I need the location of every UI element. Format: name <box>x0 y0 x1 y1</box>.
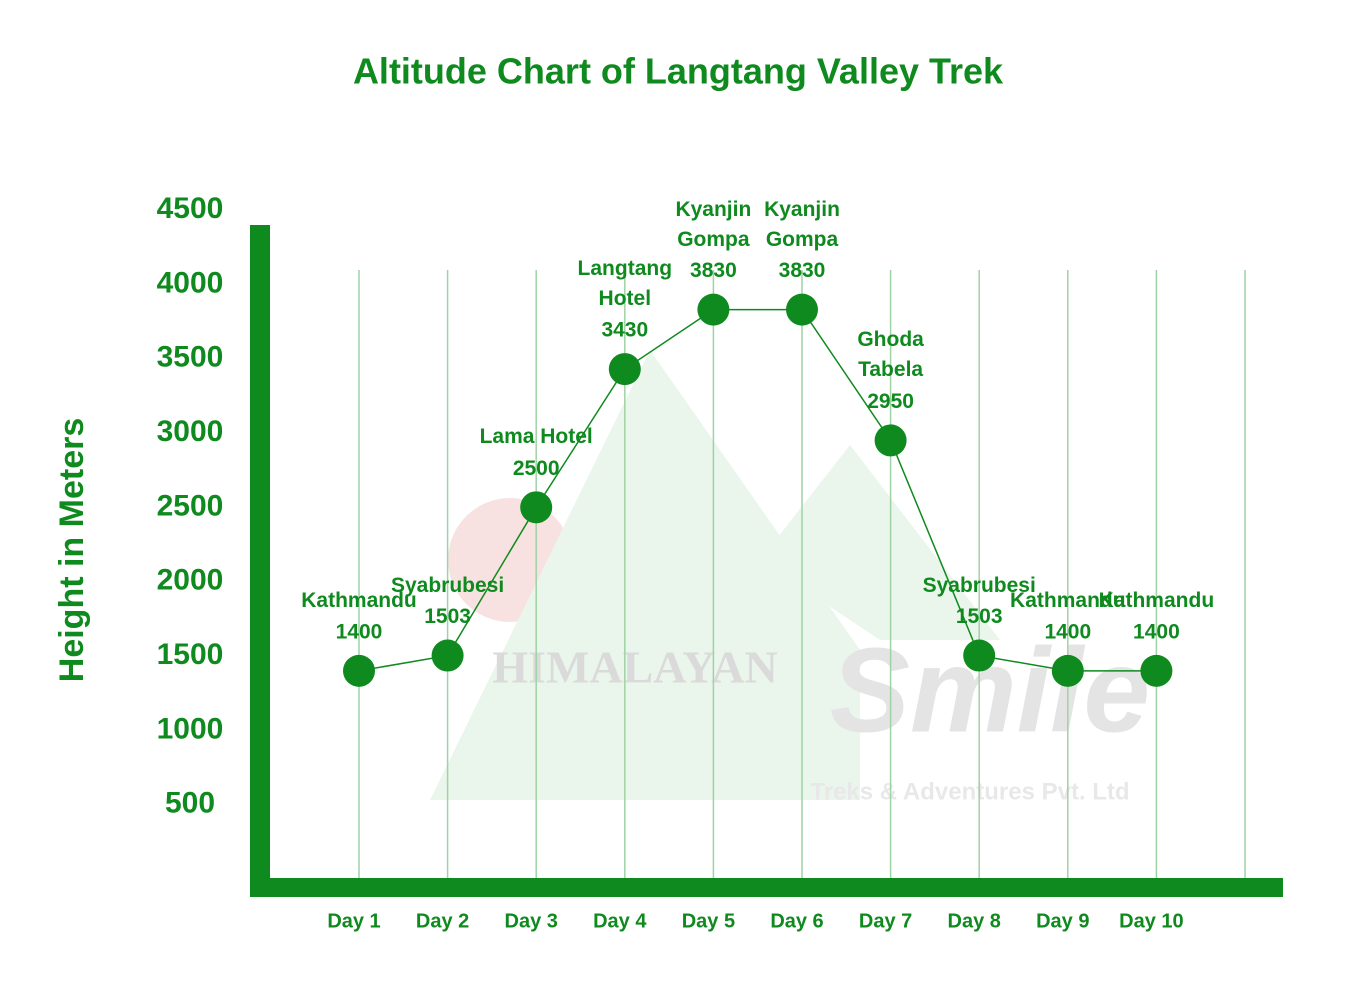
marker <box>608 353 641 386</box>
marker <box>697 293 730 326</box>
point-label: Kathmandu <box>301 588 417 612</box>
point-label-box: Kathmandu <box>301 588 417 612</box>
x-tick-label: Day 10 <box>1119 910 1184 932</box>
marker <box>786 293 818 326</box>
point-label-box: Syabrubesi <box>922 573 1036 597</box>
y-tick-label: 2500 <box>157 489 224 522</box>
value-label: 1400 <box>1044 620 1091 643</box>
point-label-box: Ghoda Tabela <box>857 328 924 382</box>
x-tick-label: Day 6 <box>770 910 823 932</box>
value-label: 1503 <box>956 605 1003 628</box>
point-label: Kathmandu <box>1010 588 1126 612</box>
x-tick-label: Day 4 <box>593 910 647 932</box>
marker <box>1140 654 1173 687</box>
point-label-box: Kyanjin Gompa <box>764 197 840 251</box>
y-tick-label: 4500 <box>157 192 224 225</box>
x-tick-label: Day 1 <box>327 910 380 932</box>
x-axis <box>250 878 1283 897</box>
marker <box>963 639 996 672</box>
marker <box>431 639 464 672</box>
point-label: Syabrubesi <box>390 573 505 597</box>
x-tick-label: Day 8 <box>948 910 1001 932</box>
x-tick-label: Day 9 <box>1036 910 1089 932</box>
x-tick-label: Day 3 <box>505 910 558 932</box>
y-tick-label: 3500 <box>157 341 224 374</box>
y-axis <box>250 225 270 897</box>
point-label: Kyanjin Gompa <box>675 197 752 251</box>
point-label: Lama Hotel <box>479 425 593 449</box>
point-label-box: Kathmandu <box>1098 588 1215 612</box>
value-label: 3830 <box>690 259 737 282</box>
watermark-brand: HIMALAYAN <box>492 642 777 693</box>
watermark-mountain <box>760 445 1000 640</box>
y-tick-label: 1000 <box>157 712 224 745</box>
marker <box>343 654 375 687</box>
x-tick-label: Day 5 <box>682 910 735 932</box>
point-label-box: Kathmandu <box>1010 588 1126 612</box>
y-tick-label: 500 <box>165 787 215 820</box>
watermark-tagline: Treks & Adventures Pvt. Ltd <box>810 778 1129 805</box>
marker <box>1051 654 1084 687</box>
point-label: Ghoda Tabela <box>857 328 924 382</box>
point-label: Langtang Hotel <box>577 257 673 311</box>
marker <box>520 491 553 524</box>
point-label: Syabrubesi <box>922 573 1036 597</box>
value-label: 3830 <box>779 259 826 282</box>
line <box>358 308 1157 672</box>
point-label-box: Lama Hotel <box>479 425 593 449</box>
x-tick-label: Day 7 <box>859 910 912 932</box>
watermark-mountain <box>430 350 860 800</box>
point-label-box: Langtang Hotel <box>577 257 673 311</box>
x-tick-label: Day 2 <box>416 910 469 932</box>
value-label: 1503 <box>424 605 471 628</box>
value-label: 1400 <box>1133 620 1180 643</box>
value-label: 3430 <box>601 319 648 342</box>
y-tick-label: 2000 <box>157 564 224 597</box>
value-label: 2950 <box>867 390 914 413</box>
point-label: Kyanjin Gompa <box>764 197 840 251</box>
y-tick-label: 3000 <box>157 415 224 448</box>
marker <box>874 424 907 457</box>
y-axis-label: Height in Meters <box>53 418 91 682</box>
chart-title: Altitude Chart of Langtang Valley Trek <box>353 51 1004 92</box>
point-label: Kathmandu <box>1098 588 1215 612</box>
value-label: 1400 <box>336 620 383 643</box>
y-tick-label: 1500 <box>157 638 224 671</box>
point-label-box: Syabrubesi <box>390 573 505 597</box>
value-label: 2500 <box>513 457 560 480</box>
point-label-box: Kyanjin Gompa <box>675 197 752 251</box>
y-tick-label: 4000 <box>157 266 224 299</box>
